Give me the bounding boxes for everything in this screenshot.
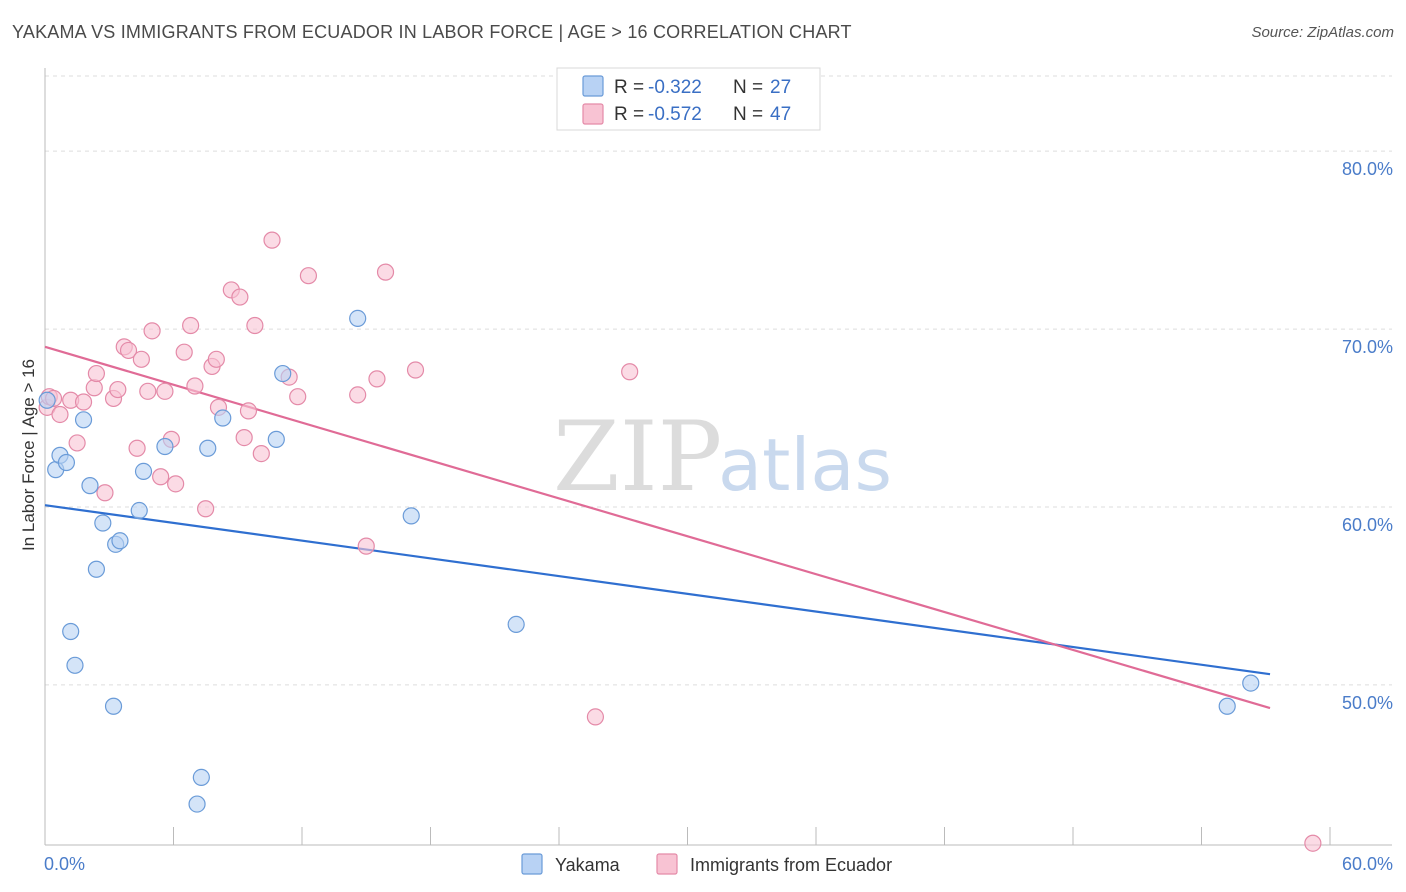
point-yakama [74,411,93,429]
point-yakama [192,768,210,786]
point-ecuador [51,405,69,424]
bottom-legend: Yakama Immigrants from Ecuador [521,853,892,875]
point-ecuador [109,380,127,399]
point-ecuador [239,402,258,420]
point-yakama [62,622,80,641]
source-credit: Source: ZipAtlas.com [1251,24,1394,41]
point-ecuador [197,500,215,518]
legend-r-label-ecuador: R = [614,104,644,125]
watermark-atlas: atlas [718,423,892,507]
legend-n-label-ecuador: N = [733,104,763,125]
point-ecuador [152,468,170,486]
point-ecuador [85,379,103,397]
point-ecuador [119,341,138,360]
legend-n-value-ecuador: 47 [770,104,791,125]
legend-swatch-ecuador [582,103,604,125]
legend-r-label-yakama: R = [614,77,644,98]
point-yakama [267,430,285,448]
watermark: ZIP atlas [553,401,892,513]
tick-labels: 50.0% 60.0% 70.0% 80.0% 0.0% 60.0% [44,159,1393,874]
point-ecuador [368,370,386,388]
point-ecuador [246,316,264,335]
point-ecuador [621,363,639,381]
y-tick-label: 50.0% [1342,693,1393,713]
point-yakama [87,560,106,578]
y-axis-label: In Labor Force | Age > 16 [19,359,38,551]
y-tick-label: 70.0% [1342,337,1393,357]
y-tick-label: 80.0% [1342,159,1393,179]
point-yakama [1218,697,1236,715]
point-ecuador [1304,834,1322,852]
data-points [38,231,1322,852]
point-yakama [66,656,84,674]
point-ecuador [349,386,367,404]
legend-n-label-yakama: N = [733,77,763,98]
point-ecuador [252,445,270,463]
point-yakama [38,391,56,409]
point-yakama [57,453,76,472]
bottom-legend-label-ecuador: Immigrants from Ecuador [690,855,892,875]
bottom-legend-label-yakama: Yakama [555,855,621,875]
point-ecuador [357,537,375,555]
trend-line-yakama [44,504,1271,676]
grid-lines [45,75,1392,686]
legend-box: R = -0.322 N = 27 R = -0.572 N = 47 [556,67,821,131]
point-ecuador [299,267,318,285]
point-ecuador [156,382,174,400]
bottom-legend-swatch-ecuador [656,853,678,875]
legend-n-value-yakama: 27 [770,77,791,98]
point-ecuador [376,263,395,281]
point-ecuador [231,288,249,306]
point-ecuador [182,316,200,335]
x-tick-label: 60.0% [1342,854,1393,874]
x-tick-label: 0.0% [44,854,85,874]
point-yakama [156,437,174,456]
point-yakama [274,364,292,383]
legend-swatch-yakama [582,75,604,97]
point-ecuador [235,428,253,447]
y-tick-label: 60.0% [1342,515,1393,535]
watermark-zip: ZIP [553,401,722,513]
point-yakama [402,507,420,525]
point-yakama [188,795,206,813]
point-ecuador [87,364,106,383]
point-ecuador [96,484,114,502]
point-ecuador [289,388,307,406]
point-yakama [507,615,525,633]
point-ecuador [74,393,93,411]
point-ecuador [207,350,225,368]
legend-r-value-ecuador: -0.572 [648,104,702,125]
point-ecuador [68,434,86,452]
axes [44,68,1392,846]
point-yakama [134,462,153,480]
point-ecuador [586,708,605,726]
point-ecuador [406,361,425,379]
point-ecuador [132,350,150,368]
point-ecuador [263,231,281,249]
chart-title: YAKAMA VS IMMIGRANTS FROM ECUADOR IN LAB… [12,22,852,42]
point-ecuador [167,475,185,493]
bottom-legend-swatch-yakama [521,853,543,875]
point-yakama [1242,674,1260,692]
point-yakama [94,514,112,532]
point-yakama [214,409,232,427]
point-ecuador [143,322,161,340]
point-ecuador [128,439,146,457]
point-ecuador [139,382,157,400]
point-yakama [104,697,123,715]
point-yakama [111,532,129,550]
point-ecuador [175,343,193,361]
point-yakama [81,477,99,495]
point-ecuador [186,377,204,395]
point-yakama [130,501,148,520]
legend-r-value-yakama: -0.322 [648,77,702,98]
point-yakama [199,439,217,457]
point-yakama [349,309,367,327]
